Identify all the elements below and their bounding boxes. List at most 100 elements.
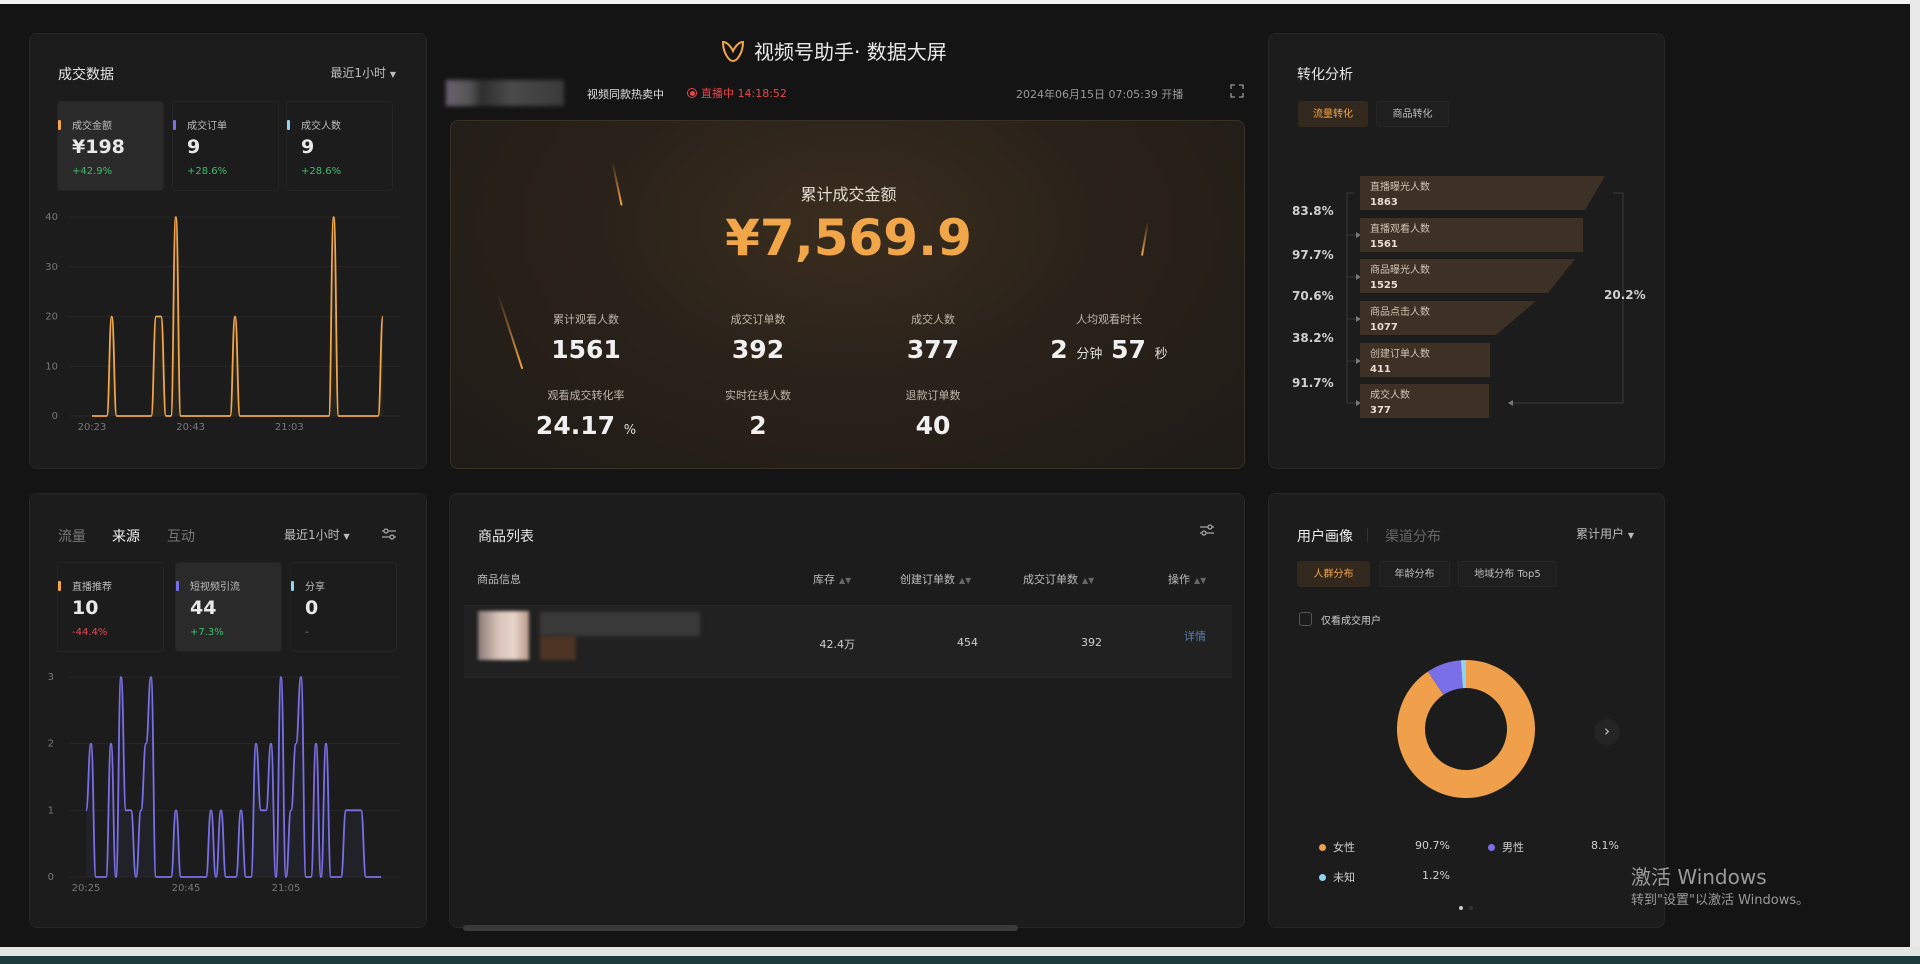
x-tick-label: 21:05 — [272, 883, 301, 894]
x-tick-label: 20:45 — [172, 883, 201, 894]
arrow-icon — [1356, 274, 1361, 280]
tab-source[interactable]: 来源 — [112, 529, 140, 545]
metric-label: 成交金额 — [72, 121, 112, 132]
funnel-value: 1561 — [1370, 239, 1398, 250]
funnel-value: 411 — [1370, 364, 1391, 375]
arrow-icon — [1356, 400, 1361, 406]
panel-title: 转化分析 — [1297, 67, 1353, 83]
next-chevron-right-icon[interactable]: › — [1594, 719, 1620, 745]
pagination-dot-active[interactable] — [1459, 906, 1463, 910]
stat-avg-watch-time: 人均观看时长 2 分钟 57 秒 — [1050, 313, 1168, 364]
conversion-funnel: 直播曝光人数 1863 直播观看人数 1561 商品曝光人数 1525 商品点击人数 1… — [1292, 176, 1646, 418]
metric-card-live-recommend[interactable]: 直播推荐 10 -44.4% — [57, 562, 164, 652]
deal-users-only-checkbox[interactable] — [1299, 612, 1312, 626]
tab-traffic[interactable]: 流量 — [58, 529, 86, 545]
panel-title: 成交数据 — [58, 67, 114, 83]
taskbar — [0, 956, 1920, 964]
window-right-edge — [1910, 0, 1920, 948]
cell-stock: 42.4万 — [819, 638, 856, 651]
arrow-icon — [1356, 358, 1361, 364]
avatar-blurred — [446, 80, 564, 106]
app-header: 视频号助手· 数据大屏 — [720, 36, 947, 65]
caret-down-icon: ▼ — [389, 70, 396, 79]
subtab-age[interactable]: 年龄分布 — [1379, 561, 1450, 587]
metric-change: +28.6% — [187, 166, 228, 177]
color-marker — [173, 120, 176, 130]
legend-value-female: 90.7% — [1415, 839, 1450, 852]
funnel-label: 创建订单人数 — [1370, 347, 1430, 360]
page-title: 视频号助手· 数据大屏 — [754, 40, 947, 64]
pie-slice — [1460, 660, 1466, 689]
time-range-dropdown[interactable]: 最近1小时 ▼ — [330, 64, 396, 81]
caret-down-icon: ▼ — [343, 532, 350, 541]
legend-dot — [1319, 874, 1326, 881]
column-header-deal-orders[interactable]: 成交订单数 ▲▼ — [1023, 573, 1095, 586]
tab-product-conversion[interactable]: 商品转化 — [1376, 101, 1449, 127]
column-header-created-orders[interactable]: 创建订单数 ▲▼ — [900, 573, 972, 586]
subtab-region[interactable]: 地域分布 Top5 — [1458, 561, 1557, 587]
window-bottom-edge — [0, 947, 1920, 956]
stat-online: 实时在线人数 2 — [725, 389, 791, 440]
gender-donut-chart — [1397, 660, 1535, 798]
color-marker — [176, 581, 179, 591]
stat-conversion-rate: 观看成交转化率 24.17 % — [535, 389, 637, 440]
x-tick-label: 20:25 — [72, 883, 101, 894]
funnel-bar — [1360, 176, 1605, 210]
cell-created-orders: 454 — [957, 636, 978, 649]
short-video-line-chart: 0 1 2 3 20:25 20:45 21:05 — [48, 672, 400, 894]
funnel-bar — [1360, 218, 1583, 252]
metric-card-short-video[interactable]: 短视频引流 44 +7.3% — [175, 562, 282, 652]
metric-card-orders[interactable]: 成交订单 9 +28.6% — [172, 101, 279, 191]
column-header-stock[interactable]: 库存 ▲▼ — [813, 573, 852, 586]
horizontal-scrollbar[interactable] — [463, 925, 1018, 931]
sliders-icon[interactable] — [1200, 524, 1214, 536]
metric-card-buyers[interactable]: 成交人数 9 +28.6% — [286, 101, 393, 191]
activate-windows-title: 激活 Windows — [1631, 865, 1767, 889]
metric-label: 成交订单 — [187, 121, 227, 132]
pie-slice — [1427, 660, 1463, 695]
metric-value: 44 — [190, 597, 217, 619]
dropdown-label: 最近1小时 — [330, 66, 387, 80]
y-tick-label: 1 — [48, 805, 54, 816]
metric-label: 分享 — [305, 582, 325, 593]
tab-traffic-conversion[interactable]: 流量转化 — [1298, 101, 1368, 127]
tab-interaction[interactable]: 互动 — [167, 529, 195, 545]
sliders-icon[interactable] — [382, 528, 396, 540]
x-tick-label: 20:43 — [176, 422, 205, 433]
funnel-bar — [1360, 301, 1536, 335]
total-amount-label: 累计成交金额 — [800, 185, 897, 204]
divider — [1367, 528, 1368, 542]
metric-value: 10 — [72, 597, 99, 619]
deal-data-panel: 成交数据 最近1小时 ▼ 成交金额 ¥198 +42.9% 成交订单 9 +28… — [29, 33, 427, 469]
metric-change: +42.9% — [72, 166, 113, 177]
metric-value: 9 — [301, 136, 315, 158]
metric-label: 短视频引流 — [190, 582, 240, 593]
funnel-label: 成交人数 — [1370, 388, 1410, 401]
metric-value: ¥198 — [72, 136, 125, 158]
metric-card-share[interactable]: 分享 0 - — [290, 562, 397, 652]
legend-item-male: 男性 — [1488, 839, 1524, 855]
y-tick-label: 2 — [48, 739, 54, 750]
subtab-crowd[interactable]: 人群分布 — [1297, 561, 1370, 587]
stat-refunds: 退款订单数 40 — [905, 389, 961, 440]
x-tick-label: 20:23 — [78, 422, 107, 433]
tab-channel-distribution[interactable]: 渠道分布 — [1385, 529, 1441, 545]
funnel-label: 直播曝光人数 — [1370, 180, 1430, 193]
user-range-dropdown[interactable]: 累计用户 ▼ — [1576, 525, 1634, 542]
checkbox-label: 仅看成交用户 — [1321, 616, 1381, 627]
color-marker — [291, 581, 294, 591]
column-header-action[interactable]: 操作 ▲▼ — [1168, 573, 1207, 586]
time-range-dropdown[interactable]: 最近1小时 ▼ — [284, 526, 350, 543]
fullscreen-icon[interactable] — [1230, 84, 1244, 98]
funnel-value: 1077 — [1370, 322, 1398, 333]
tab-user-profile[interactable]: 用户画像 — [1297, 529, 1353, 545]
pagination-dot[interactable] — [1469, 906, 1473, 910]
metric-card-amount[interactable]: 成交金额 ¥198 +42.9% — [57, 101, 164, 191]
cell-deal-orders: 392 — [1081, 636, 1102, 649]
deal-amount-line-chart: 0 10 20 30 40 20:23 20:43 21:03 — [45, 212, 400, 433]
window-top-edge — [0, 0, 1920, 4]
panel-title: 商品列表 — [478, 529, 534, 545]
detail-link[interactable]: 详情 — [1184, 630, 1206, 643]
metric-change: +7.3% — [190, 627, 224, 638]
metric-change: -44.4% — [72, 627, 108, 638]
